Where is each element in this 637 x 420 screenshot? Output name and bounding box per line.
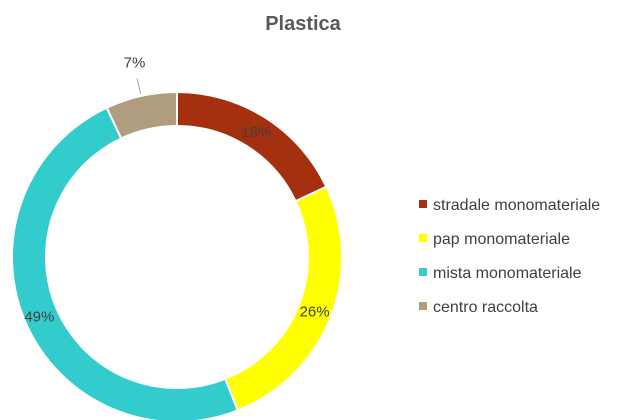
donut-slice [223, 185, 343, 412]
data-labels: 18% 26% 49% 7% [24, 55, 329, 326]
chart-title: Plastica [265, 13, 341, 35]
legend-label: mista monomateriale [433, 265, 582, 282]
legend-label: pap monomateriale [433, 231, 570, 248]
legend-swatch [419, 302, 427, 310]
legend-label: centro raccolta [433, 299, 538, 316]
donut-slice [11, 106, 240, 420]
donut-slices [11, 90, 343, 420]
donut-slice [176, 90, 328, 203]
data-label: 26% [300, 303, 330, 320]
legend: stradale monomateriale pap monomateriale m… [419, 197, 600, 316]
legend-swatch [419, 268, 427, 276]
data-label: 49% [24, 309, 54, 326]
label-leader-line [136, 78, 142, 95]
data-label: 7% [124, 55, 146, 72]
legend-label: stradale monomateriale [433, 197, 600, 214]
legend-swatch [419, 200, 427, 208]
data-label: 18% [241, 124, 271, 141]
donut-slice [105, 90, 178, 140]
legend-swatch [419, 234, 427, 242]
